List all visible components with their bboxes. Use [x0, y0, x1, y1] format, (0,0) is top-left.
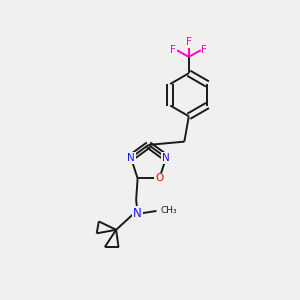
- Text: O: O: [155, 173, 164, 183]
- Text: F: F: [186, 37, 192, 47]
- Text: F: F: [201, 45, 207, 55]
- Text: F: F: [170, 45, 176, 55]
- Text: CH₃: CH₃: [160, 206, 177, 215]
- Text: N: N: [162, 153, 170, 163]
- Text: N: N: [133, 207, 142, 220]
- Text: N: N: [127, 153, 135, 163]
